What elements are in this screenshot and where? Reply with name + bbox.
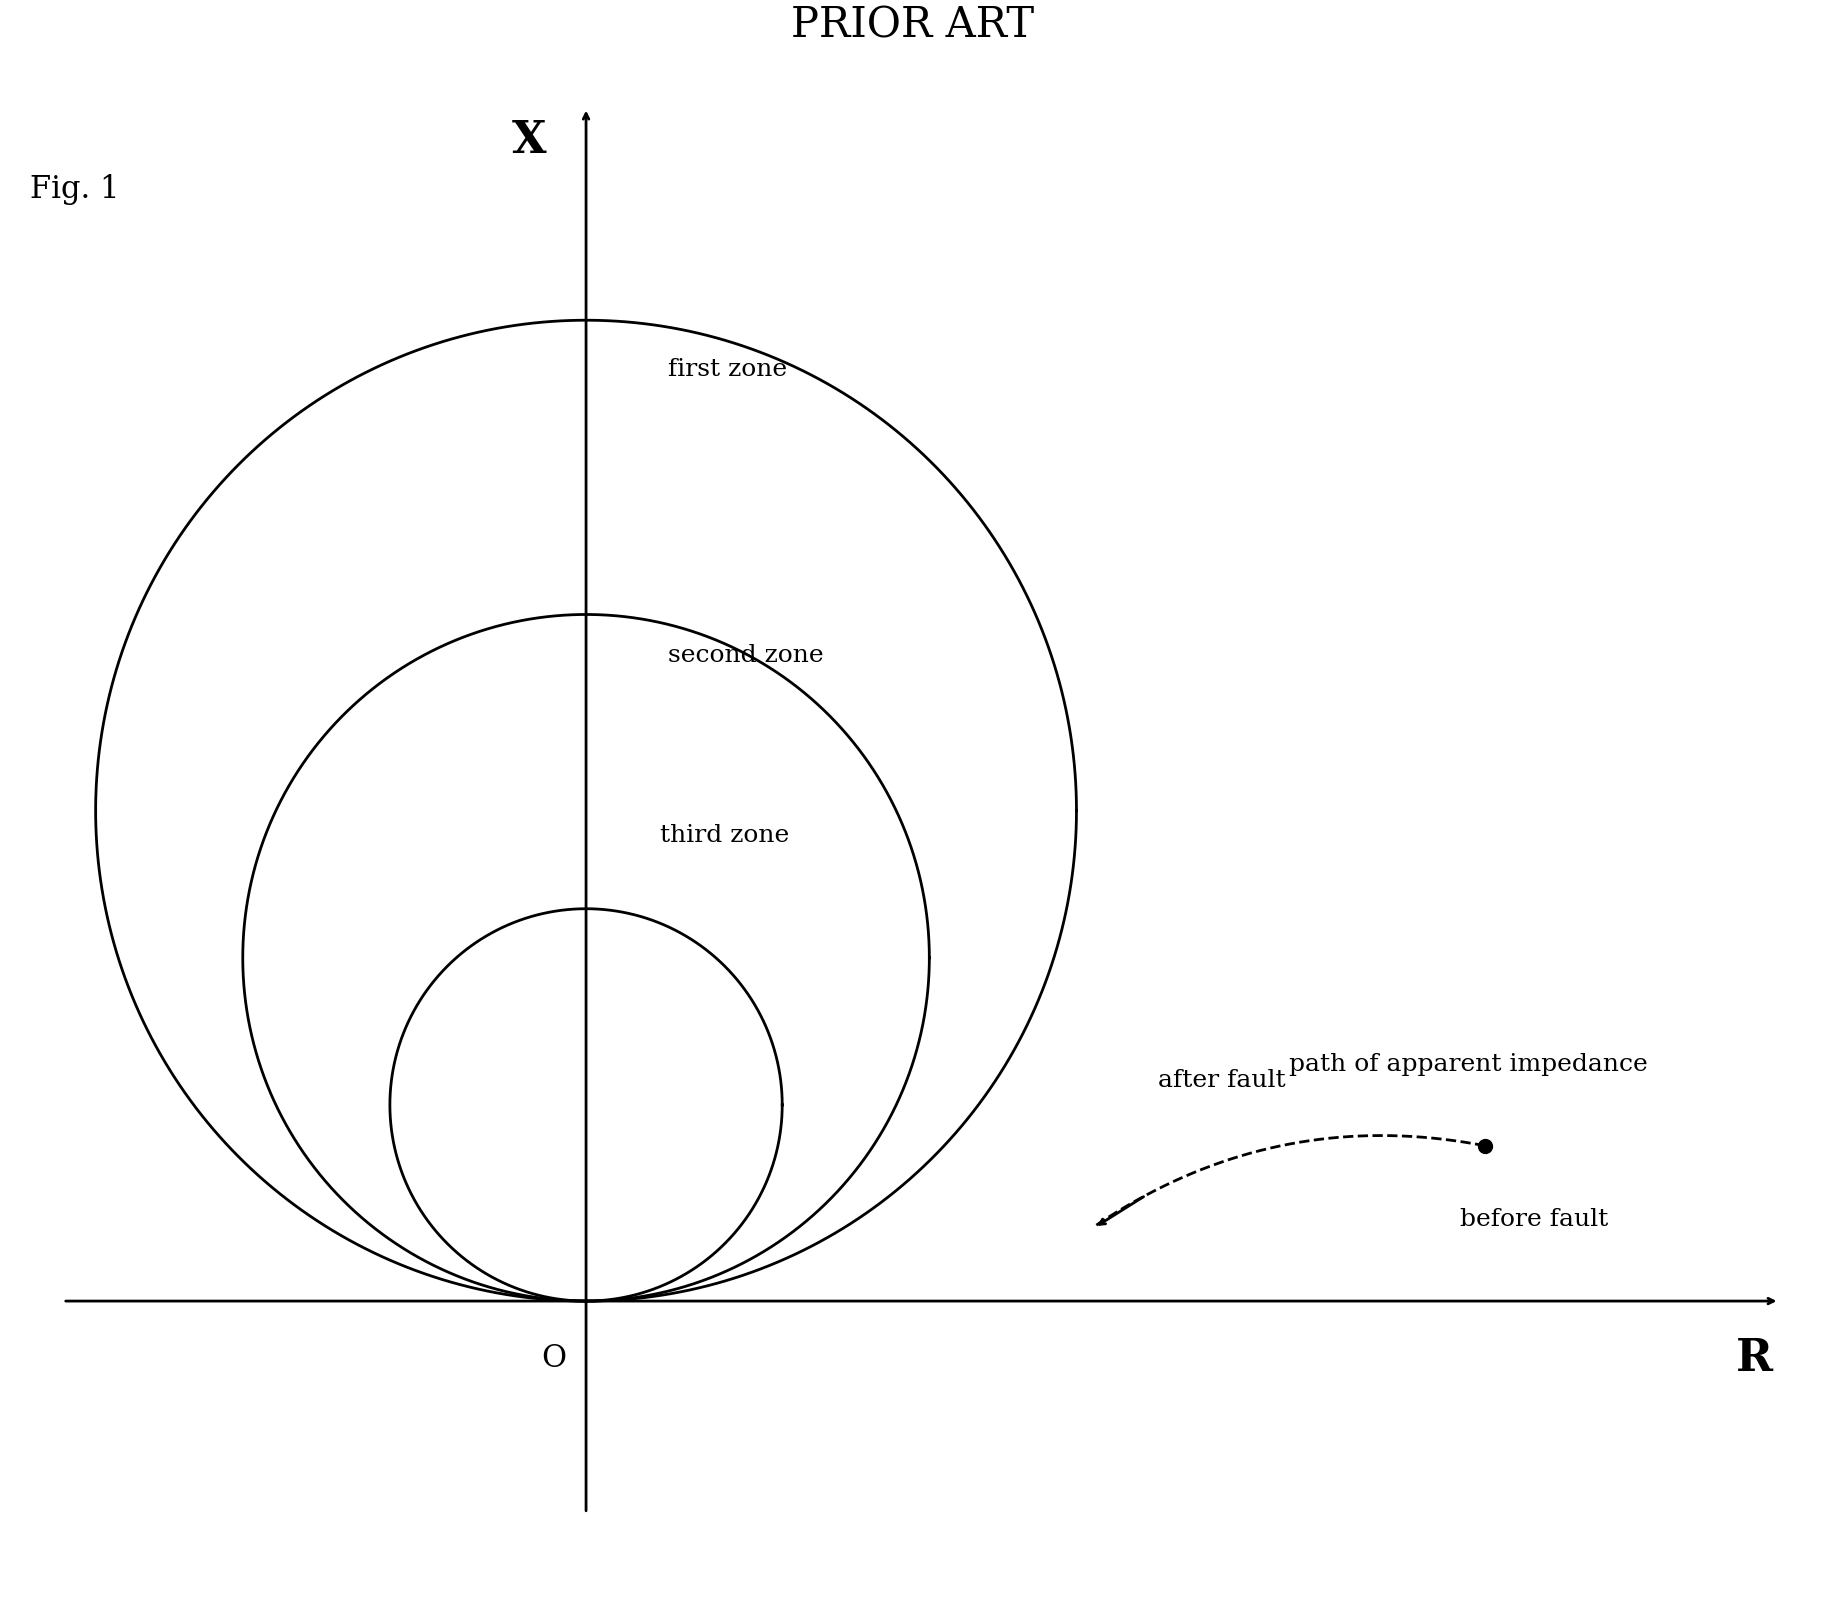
Text: third zone: third zone bbox=[659, 823, 789, 847]
Text: second zone: second zone bbox=[668, 644, 824, 666]
Text: before fault: before fault bbox=[1461, 1208, 1609, 1230]
Text: Fig. 1: Fig. 1 bbox=[31, 174, 121, 205]
Text: first zone: first zone bbox=[668, 358, 787, 380]
Text: path of apparent impedance: path of apparent impedance bbox=[1289, 1053, 1649, 1075]
Text: after fault: after fault bbox=[1158, 1069, 1286, 1091]
Text: X: X bbox=[511, 118, 546, 161]
Text: R: R bbox=[1737, 1338, 1773, 1379]
Text: O: O bbox=[540, 1342, 566, 1374]
Text: PRIOR ART: PRIOR ART bbox=[791, 5, 1035, 46]
